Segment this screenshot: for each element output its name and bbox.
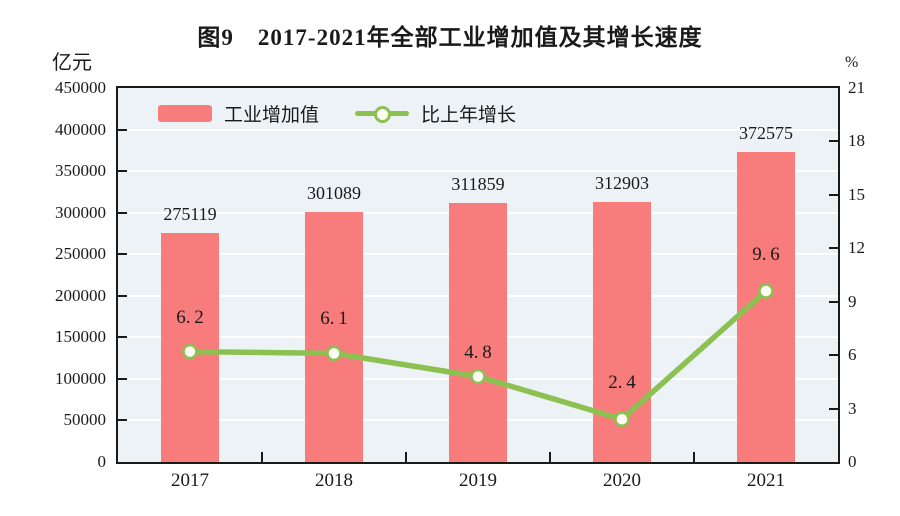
plot-area: 工业增加值 比上年增长 275119 301089 311859 312903 3725… <box>116 86 840 464</box>
y-axis-tick-label-left-100000: 100000 <box>55 368 106 388</box>
x-axis-tick <box>693 452 695 462</box>
left-axis-tick <box>118 253 127 256</box>
left-axis-tick <box>118 294 127 297</box>
line-marker-2018 <box>326 345 342 362</box>
bar-2019 <box>449 202 507 462</box>
y-axis-tick-label-right-9: 9 <box>848 291 857 311</box>
legend-item-growth-rate: 比上年增长 <box>355 100 516 127</box>
y-axis-tick-label-right-18: 18 <box>848 131 865 151</box>
bar-value-label-2017: 275119 <box>163 204 217 225</box>
chart-title: 图9 2017-2021年全部工业增加值及其增长速度 <box>197 25 703 50</box>
growth-value-label-2017: 6. 2 <box>176 306 204 328</box>
x-axis-label-2019: 2019 <box>459 470 497 491</box>
x-axis-label-2018: 2018 <box>315 470 353 491</box>
y-axis-tick-label-right-0: 0 <box>848 452 857 471</box>
bar-swatch-icon <box>158 105 212 122</box>
left-axis-tick <box>118 128 127 131</box>
bar-value-label-2020: 312903 <box>595 172 649 193</box>
bar-2018 <box>305 211 363 462</box>
x-axis-tick <box>261 452 263 462</box>
right-axis-tick <box>829 354 838 357</box>
y-axis-tick-label-left-400000: 400000 <box>55 119 106 139</box>
right-axis-tick <box>829 407 838 410</box>
y-axis-tick-label-left-450000: 450000 <box>55 78 106 97</box>
line-marker-2021 <box>758 283 774 299</box>
bar-value-label-2019: 311859 <box>451 173 505 194</box>
growth-value-label-2019: 4. 8 <box>464 341 492 363</box>
left-axis-tick <box>118 211 127 214</box>
x-axis-label-2017: 2017 <box>171 470 209 491</box>
y-axis-tick-label-left-200000: 200000 <box>55 285 106 305</box>
left-axis-tick <box>118 419 127 422</box>
y-axis-tick-label-left-150000: 150000 <box>55 327 106 347</box>
x-axis-label-2021: 2021 <box>747 470 785 491</box>
gridline <box>118 170 838 173</box>
legend-label-bar: 工业增加值 <box>224 105 320 126</box>
right-axis-tick <box>829 140 838 143</box>
growth-value-label-2020: 2. 4 <box>608 372 636 394</box>
line-marker-2020 <box>614 411 630 428</box>
right-axis-tick <box>829 247 838 250</box>
legend: 工业增加值 比上年增长 <box>158 100 516 127</box>
y-axis-tick-label-left-0: 0 <box>97 452 107 471</box>
y-axis-tick-label-left-350000: 350000 <box>55 161 106 181</box>
legend-item-industrial-value: 工业增加值 <box>158 100 319 127</box>
right-axis-tick <box>829 193 838 196</box>
line-marker-2017 <box>182 343 198 360</box>
x-axis-tick <box>405 452 407 462</box>
line-marker-2019 <box>470 368 486 385</box>
left-axis-tick <box>118 377 127 380</box>
y-axis-tick-label-left-50000: 50000 <box>63 410 107 430</box>
growth-line <box>182 283 774 428</box>
x-axis-label-2020: 2020 <box>603 470 641 491</box>
gridline <box>118 128 838 131</box>
y-axis-tick-label-left-250000: 250000 <box>55 244 106 264</box>
y-axis-tick-label-right-3: 3 <box>848 398 857 418</box>
x-axis-tick <box>549 452 551 462</box>
y-axis-tick-label-right-6: 6 <box>848 345 857 365</box>
left-axis-tick <box>118 336 127 339</box>
right-axis-unit-label: % <box>845 54 859 71</box>
line-marker-icon <box>355 106 410 123</box>
legend-label-line: 比上年增长 <box>421 105 517 126</box>
left-axis-unit-label: 亿元 <box>52 52 92 74</box>
growth-value-label-2021: 9. 6 <box>752 244 780 266</box>
y-axis-tick-label-right-21: 21 <box>848 78 865 97</box>
right-axis-tick <box>829 300 838 303</box>
growth-value-label-2018: 6. 1 <box>320 308 348 330</box>
y-axis-tick-label-right-15: 15 <box>848 184 865 204</box>
bar-value-label-2021: 372575 <box>739 123 793 144</box>
y-axis-tick-label-right-12: 12 <box>848 238 865 258</box>
y-axis-tick-label-left-300000: 300000 <box>55 202 106 222</box>
left-axis-tick <box>118 170 127 173</box>
bar-value-label-2018: 301089 <box>307 182 361 203</box>
